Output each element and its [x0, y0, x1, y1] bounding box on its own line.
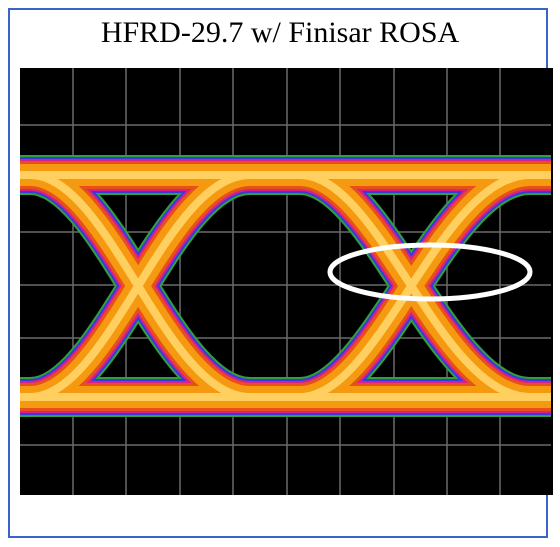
- scope-screen: [20, 68, 552, 495]
- eye-diagram: [0, 0, 560, 547]
- page: {"title": "HFRD-29.7 w/ Finisar ROSA"} H…: [0, 0, 560, 547]
